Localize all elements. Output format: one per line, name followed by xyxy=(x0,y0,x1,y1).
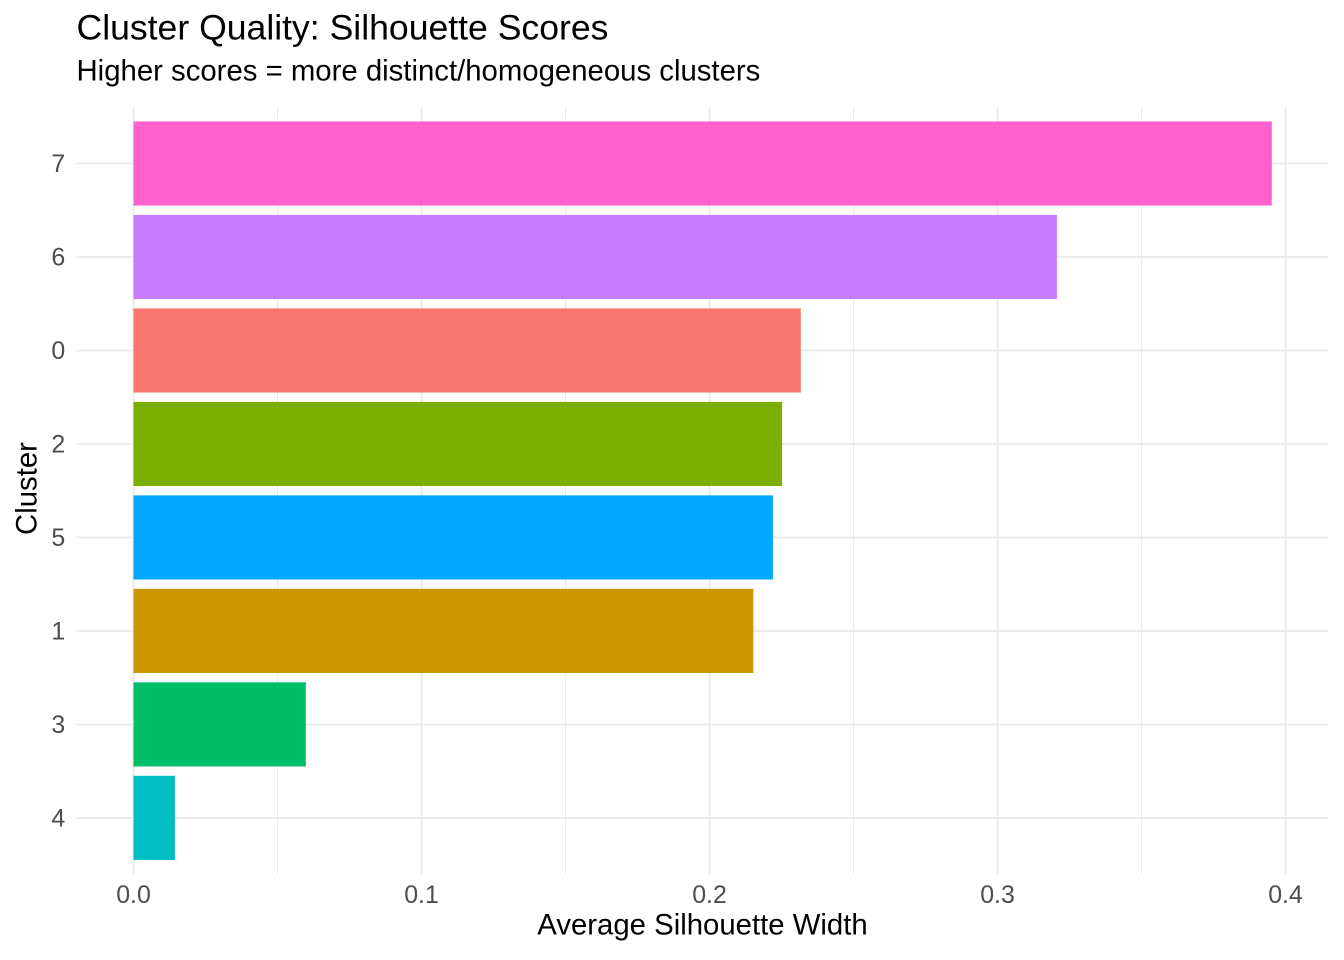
svg-text:0: 0 xyxy=(51,337,65,365)
svg-text:5: 5 xyxy=(51,524,65,552)
svg-text:Cluster: Cluster xyxy=(11,442,44,535)
svg-text:Cluster Quality: Silhouette Sc: Cluster Quality: Silhouette Scores xyxy=(77,8,609,48)
svg-text:Average Silhouette Width: Average Silhouette Width xyxy=(537,909,867,942)
svg-text:0.3: 0.3 xyxy=(980,881,1015,909)
svg-text:0.4: 0.4 xyxy=(1268,881,1303,909)
svg-text:0.0: 0.0 xyxy=(116,881,151,909)
svg-text:7: 7 xyxy=(51,150,65,178)
svg-text:2: 2 xyxy=(51,430,65,458)
svg-text:0.1: 0.1 xyxy=(404,881,439,909)
svg-text:0.2: 0.2 xyxy=(692,881,727,909)
svg-text:3: 3 xyxy=(51,711,65,739)
svg-text:1: 1 xyxy=(51,617,65,645)
svg-text:4: 4 xyxy=(51,804,65,832)
svg-text:6: 6 xyxy=(51,243,65,271)
svg-text:Higher scores = more distinct/: Higher scores = more distinct/homogeneou… xyxy=(77,55,761,88)
